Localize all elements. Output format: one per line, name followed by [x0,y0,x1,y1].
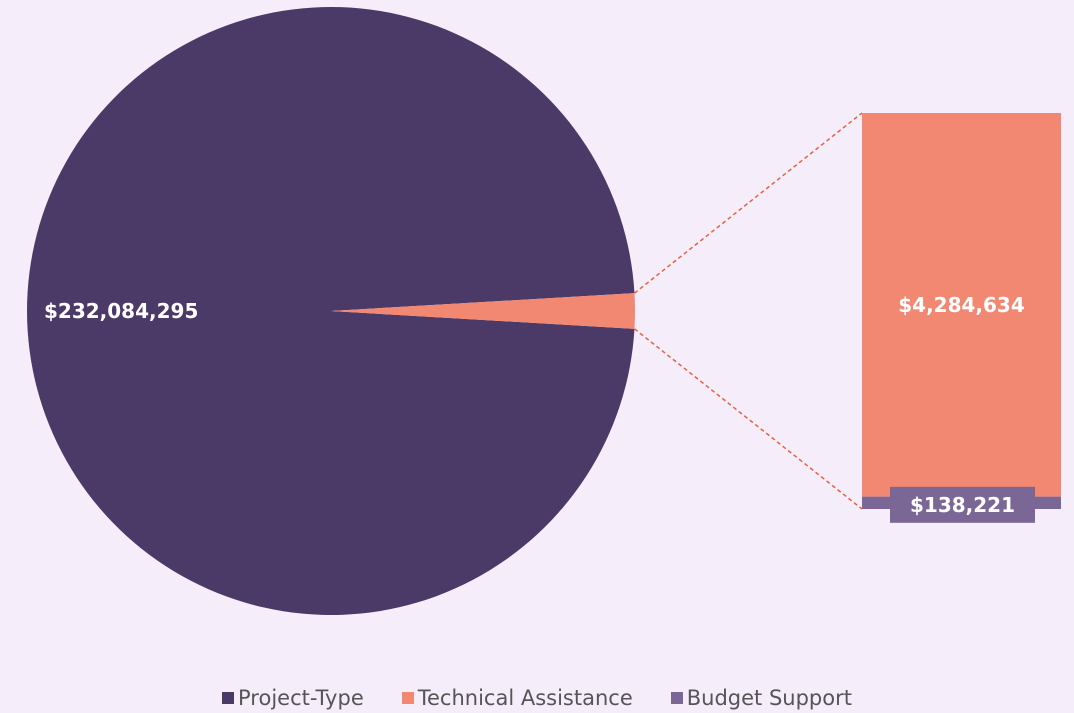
connector-line-top [634,112,863,294]
legend-swatch-budget-support [670,692,683,704]
bar-data-label-budget-support: $138,221 [910,493,1015,517]
pie-data-label-project-type: $232,084,295 [44,299,198,323]
pie-slice-other [331,293,635,329]
legend: Project-Type Technical Assistance Budget… [0,686,1074,710]
connector-line-bottom [634,328,863,510]
legend-swatch-technical-assistance [401,692,414,704]
legend-label-project-type: Project-Type [238,686,364,710]
legend-label-budget-support: Budget Support [686,686,852,710]
legend-item-project-type: Project-Type [222,686,364,710]
pie-slice-project-type [26,6,635,615]
bar-data-label-box-budget-support [890,486,1035,523]
legend-swatch-project-type [222,692,234,704]
bar-of-pie-chart: $232,084,295 $4,284,634 $138,221 [26,6,1061,615]
legend-item-technical-assistance: Technical Assistance [401,686,633,710]
legend-item-budget-support: Budget Support [670,686,852,710]
bar-data-label-technical-assistance: $4,284,634 [898,293,1025,317]
bar-segment-technical-assistance [862,113,1061,497]
legend-label-technical-assistance: Technical Assistance [417,686,633,710]
